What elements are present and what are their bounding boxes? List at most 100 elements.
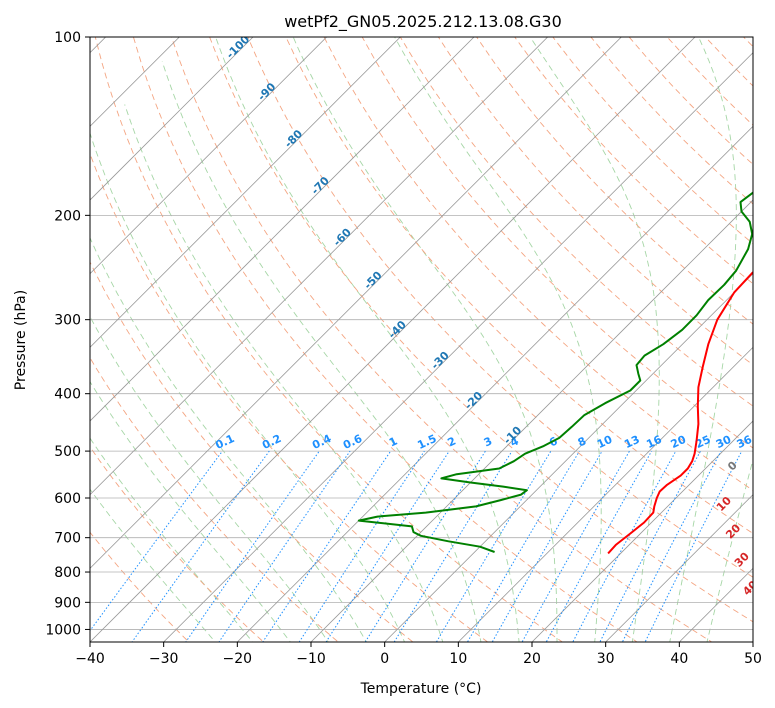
isotherm-line <box>90 37 475 422</box>
dry-adiabat-line <box>209 37 753 623</box>
mixing-ratio-line <box>466 450 580 642</box>
dry-adiabat-line <box>90 531 190 642</box>
dry-adiabat-label: -70 <box>309 174 332 197</box>
chart-title: wetPf2_GN05.2025.212.13.08.G30 <box>284 12 562 32</box>
dry-adiabat-line <box>285 37 753 535</box>
dry-adiabat-label: -40 <box>386 318 409 341</box>
x-tick-label: 30 <box>597 651 615 667</box>
moist-adiabat-line <box>90 236 367 642</box>
y-axis-label: Pressure (hPa) <box>13 290 29 390</box>
dry-adiabat-line <box>247 37 753 578</box>
y-tick-label: 200 <box>54 208 81 224</box>
dry-adiabat-line <box>399 37 753 407</box>
dry-adiabat-label: -60 <box>331 226 354 249</box>
dry-adiabat-label: -50 <box>361 269 384 292</box>
dry-adiabat-label: -20 <box>462 389 485 412</box>
mixing-ratio-line <box>218 450 351 642</box>
isotherm-line <box>531 420 753 642</box>
mixing-ratio-label: 13 <box>622 433 641 451</box>
y-tick-label: 700 <box>54 531 81 547</box>
mixing-ratio-label: 36 <box>735 433 755 451</box>
background-line-labels: 0.1 0.2 0.4 0.6 1 1.5 2 3 4 6 8 10 13 16 20 25 30 36-100-… <box>213 37 755 598</box>
dry-adiabat-line <box>666 37 753 126</box>
mixing-ratio-line <box>325 450 450 642</box>
mixing-ratio-label: 2 <box>446 434 458 449</box>
isotherm-line <box>90 37 254 201</box>
dry-adiabat-line <box>361 37 753 449</box>
mixing-ratio-label: 1 <box>387 434 399 449</box>
isotherm-line <box>90 37 180 127</box>
mixing-ratio-lines <box>90 450 743 642</box>
x-tick-label: −30 <box>149 651 179 667</box>
y-tick-label: 400 <box>54 387 81 403</box>
dry-adiabat-line <box>514 37 753 285</box>
x-tick-label: 10 <box>449 651 467 667</box>
moist-adiabat-label: 10 <box>714 494 734 514</box>
pressure-gridlines <box>90 37 753 630</box>
dry-adiabat-line <box>132 37 638 642</box>
mixing-ratio-label: 10 <box>595 433 615 451</box>
temperature-profile-line <box>607 271 753 555</box>
mixing-ratio-line <box>393 450 513 642</box>
moist-adiabat-line <box>90 437 254 642</box>
mixing-ratio-label: 25 <box>693 433 712 451</box>
mixing-ratio-label: 0.2 <box>260 432 283 452</box>
mixing-ratio-line <box>364 450 486 642</box>
isotherm-line <box>678 567 753 642</box>
mixing-ratio-label: 30 <box>714 433 734 451</box>
y-tick-label: 300 <box>54 313 81 329</box>
x-tick-label: 20 <box>523 651 541 667</box>
dry-adiabat-line <box>90 446 265 642</box>
isotherm-line <box>0 10 59 654</box>
x-axis-label: Temperature (°C) <box>360 681 482 697</box>
x-axis: −40 −30 −20 −10 0 10 20 30 40 50 <box>75 642 762 667</box>
isotherm-line <box>90 37 328 275</box>
mixing-ratio-label: 0.6 <box>341 432 364 452</box>
dry-adiabat-line <box>755 10 775 654</box>
mixing-ratio-label: 16 <box>644 433 664 451</box>
isotherm-line <box>605 494 753 642</box>
moist-adiabat-label: 30 <box>732 549 752 569</box>
mixing-ratio-line <box>435 450 552 642</box>
dry-adiabat-line <box>323 37 753 491</box>
x-tick-label: −40 <box>75 651 105 667</box>
dry-adiabats <box>90 10 775 654</box>
moist-adiabat-line <box>90 132 405 642</box>
y-tick-label: 800 <box>54 565 81 581</box>
moist-adiabat-line <box>90 315 329 642</box>
moist-adiabat-line <box>90 488 216 642</box>
mixing-ratio-line <box>298 450 425 642</box>
moist-adiabats <box>90 37 753 642</box>
dry-adiabat-label: -90 <box>255 80 278 103</box>
moist-adiabat-line <box>706 457 753 642</box>
dry-adiabat-line <box>437 37 753 366</box>
zero-isotherm-label: 0 <box>725 458 740 473</box>
mixing-ratio-line <box>90 450 223 632</box>
mixing-ratio-line <box>262 450 392 642</box>
plot-area: 0.1 0.2 0.4 0.6 1 1.5 2 3 4 6 8 10 13 16 20 25 30 36-100-… <box>0 10 775 654</box>
moist-adiabat-line <box>669 37 737 642</box>
mixing-ratio-line <box>491 450 603 642</box>
mixing-ratio-label: 8 <box>576 434 588 449</box>
isotherm-line <box>457 346 753 642</box>
x-tick-label: 40 <box>670 651 688 667</box>
x-tick-label: 0 <box>380 651 389 667</box>
mixing-ratio-line <box>185 450 320 642</box>
mixing-ratio-label: 0.4 <box>310 432 333 452</box>
mixing-ratio-line <box>644 450 743 642</box>
isotherm-line <box>90 37 549 496</box>
moist-adiabat-line <box>161 61 482 642</box>
dry-adiabat-label: -80 <box>282 127 305 150</box>
isotherm-line <box>90 37 401 348</box>
moist-adiabat-line <box>292 37 558 642</box>
dry-adiabat-line <box>90 261 414 642</box>
moist-adiabat-line <box>215 37 520 642</box>
isotherm-line <box>90 37 696 642</box>
isotherm-line <box>90 37 622 569</box>
moist-adiabat-line <box>124 104 444 642</box>
y-tick-label: 500 <box>54 444 81 460</box>
mixing-ratio-label: 3 <box>482 434 494 449</box>
moist-adiabat-line <box>394 37 602 642</box>
dry-adiabat-line <box>94 37 564 642</box>
